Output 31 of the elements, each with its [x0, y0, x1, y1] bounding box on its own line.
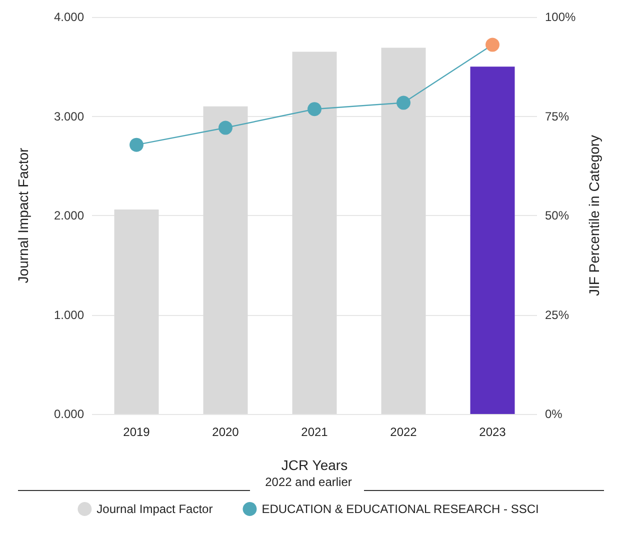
bar: [114, 210, 159, 414]
y2-tick-label: 100%: [545, 10, 576, 24]
point: [486, 38, 500, 52]
y2-axis-title: JIF Percentile in Category: [586, 134, 602, 296]
x-tick-label: 2020: [212, 425, 240, 439]
y2-tick-label: 75%: [545, 109, 570, 124]
point: [396, 96, 410, 110]
point: [130, 138, 144, 152]
x-axis-title: JCR Years: [281, 457, 348, 473]
bar: [381, 48, 426, 414]
legend-label: Journal Impact Factor: [96, 502, 213, 516]
bar: [203, 106, 248, 414]
y-tick-label: 1.000: [54, 308, 84, 322]
y-axis-title: Journal Impact Factor: [15, 147, 31, 284]
y-tick-label: 2.000: [54, 208, 84, 222]
legend-label: EDUCATION & EDUCATIONAL RESEARCH - SSCI: [262, 502, 539, 516]
y2-tick-label: 0%: [545, 407, 563, 421]
text: 2022 and earlier: [265, 475, 352, 489]
bar: [470, 66, 515, 414]
y-tick-label: 3.000: [54, 109, 84, 124]
y2-tick-label: 50%: [545, 208, 570, 222]
x-tick-label: 2021: [301, 425, 328, 439]
y-tick-label: 0.000: [54, 407, 84, 421]
point: [308, 102, 322, 116]
x-tick-label: 2022: [390, 425, 418, 439]
bar: [292, 52, 337, 414]
x-tick-label: 2019: [123, 425, 150, 439]
point: [218, 120, 232, 135]
y-tick-label: 4.000: [54, 10, 84, 24]
x-tick-label: 2023: [479, 425, 506, 439]
y2-tick-label: 25%: [545, 308, 570, 322]
